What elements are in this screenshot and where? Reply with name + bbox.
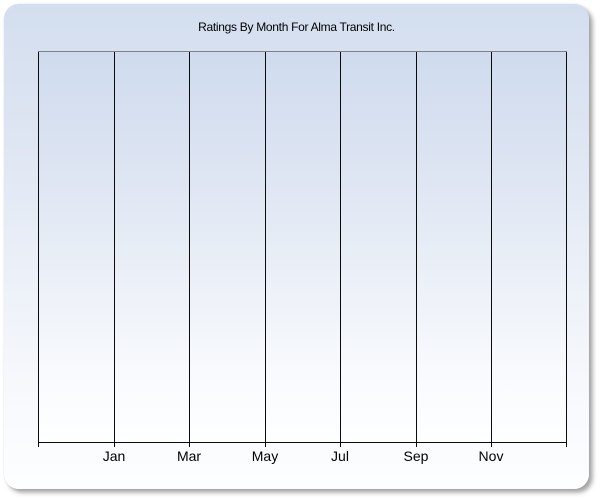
plot-area: Jan Mar May Jul Sep Nov [38, 51, 567, 464]
y-axis-line [38, 52, 39, 447]
chart-title: Ratings By Month For Alma Transit Inc. [198, 20, 395, 34]
vertical-gridline [416, 52, 417, 447]
x-axis-line [38, 442, 567, 443]
vertical-gridline [189, 52, 190, 447]
vertical-gridline [114, 52, 115, 447]
x-axis-label: Sep [403, 448, 429, 464]
vertical-gridline [265, 52, 266, 447]
x-axis-label: Jul [331, 448, 349, 464]
vertical-gridline [491, 52, 492, 447]
x-axis-label: Jan [102, 448, 126, 464]
chart-panel: Ratings By Month For Alma Transit Inc. J… [4, 4, 589, 489]
x-axis-label: Nov [478, 448, 504, 464]
x-axis-label: May [251, 448, 279, 464]
x-axis-label: Mar [176, 448, 202, 464]
vertical-gridline [566, 52, 567, 447]
vertical-gridline [340, 52, 341, 447]
